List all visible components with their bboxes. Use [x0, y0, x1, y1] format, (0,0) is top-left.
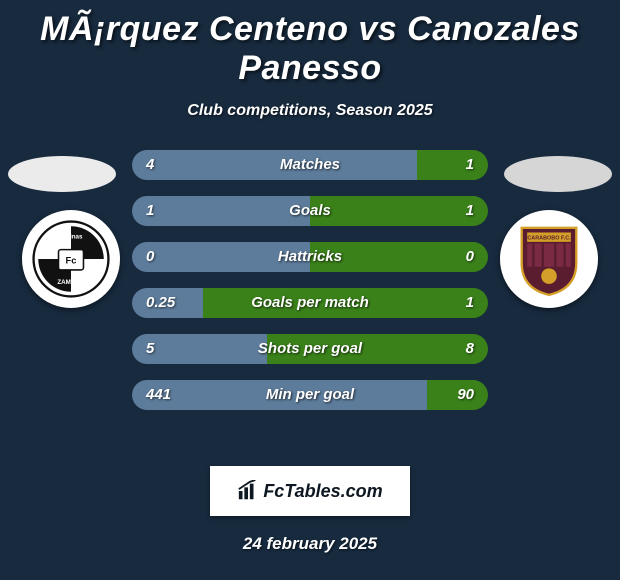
stat-row-shots-per-goal: 58Shots per goal — [132, 334, 488, 364]
stat-label: Shots per goal — [132, 334, 488, 364]
left-accent-ellipse — [8, 156, 116, 192]
date-label: 24 february 2025 — [0, 534, 620, 554]
svg-text:Fc: Fc — [66, 256, 77, 266]
zamora-badge-icon: Fc Barinas ZAMORA — [32, 220, 110, 298]
right-club-badge: CARABOBO F.C. — [500, 210, 598, 308]
stat-label: Min per goal — [132, 380, 488, 410]
subtitle: Club competitions, Season 2025 — [0, 102, 620, 120]
watermark-text: FcTables.com — [263, 481, 382, 502]
svg-text:CARABOBO F.C.: CARABOBO F.C. — [527, 236, 571, 242]
stat-row-matches: 41Matches — [132, 150, 488, 180]
stat-label: Goals — [132, 196, 488, 226]
stat-label: Hattricks — [132, 242, 488, 272]
right-accent-ellipse — [504, 156, 612, 192]
watermark-box: FcTables.com — [210, 466, 410, 516]
stat-row-hattricks: 00Hattricks — [132, 242, 488, 272]
chart-icon — [237, 480, 259, 502]
stat-row-min-per-goal: 44190Min per goal — [132, 380, 488, 410]
stat-row-goals-per-match: 0.251Goals per match — [132, 288, 488, 318]
page-title: MÃ¡rquez Centeno vs Canozales Panesso — [0, 0, 620, 88]
svg-text:ZAMORA: ZAMORA — [57, 279, 85, 286]
stat-row-goals: 11Goals — [132, 196, 488, 226]
svg-text:Barinas: Barinas — [60, 234, 83, 241]
stat-label: Matches — [132, 150, 488, 180]
left-club-badge: Fc Barinas ZAMORA — [22, 210, 120, 308]
comparison-area: Fc Barinas ZAMORA CARABOBO F.C. 41Matche… — [0, 150, 620, 460]
comparison-bars: 41Matches 11Goals 00Hattricks 0.251Goals pe… — [132, 150, 488, 426]
carabobo-badge-icon: CARABOBO F.C. — [510, 220, 588, 298]
stat-label: Goals per match — [132, 288, 488, 318]
